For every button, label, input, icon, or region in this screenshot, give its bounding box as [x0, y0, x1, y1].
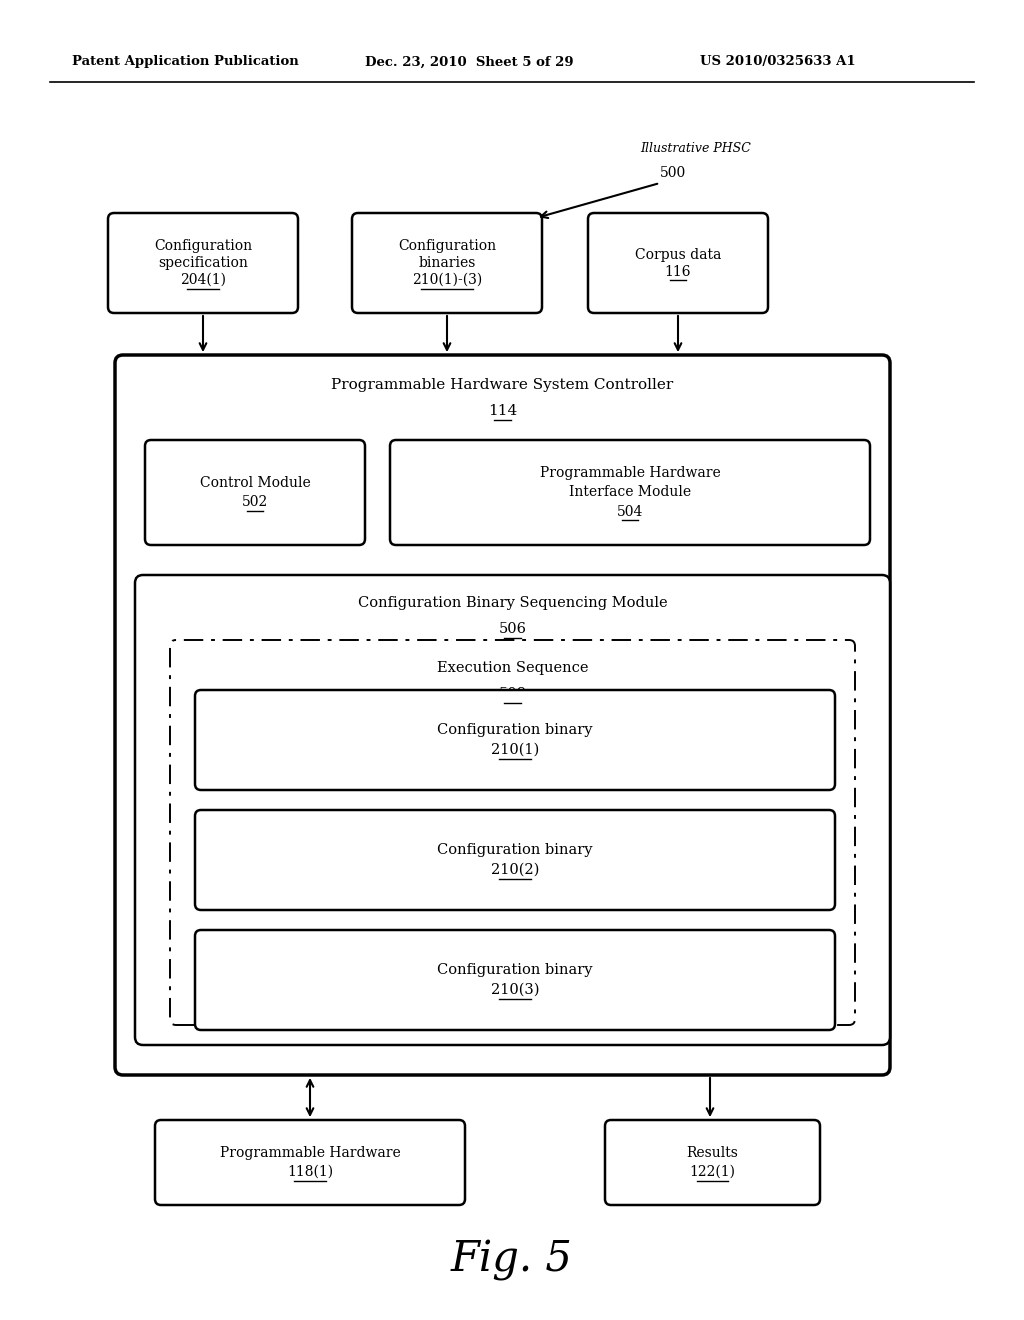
FancyBboxPatch shape: [115, 355, 890, 1074]
Text: 210(1)-(3): 210(1)-(3): [412, 273, 482, 286]
Text: Configuration: Configuration: [398, 239, 496, 253]
Text: Programmable Hardware: Programmable Hardware: [540, 466, 720, 480]
Text: 118(1): 118(1): [287, 1166, 333, 1179]
Text: Configuration Binary Sequencing Module: Configuration Binary Sequencing Module: [357, 597, 668, 610]
Text: 122(1): 122(1): [689, 1166, 735, 1179]
FancyBboxPatch shape: [352, 213, 542, 313]
FancyBboxPatch shape: [390, 440, 870, 545]
Text: 116: 116: [665, 264, 691, 279]
Text: 500: 500: [660, 166, 686, 180]
Text: Configuration binary: Configuration binary: [437, 964, 593, 977]
Text: 210(3): 210(3): [490, 983, 540, 997]
Text: 504: 504: [616, 504, 643, 519]
Text: Results: Results: [686, 1146, 738, 1160]
Text: Corpus data: Corpus data: [635, 248, 721, 261]
Text: Patent Application Publication: Patent Application Publication: [72, 55, 299, 69]
Text: 204(1): 204(1): [180, 273, 226, 286]
Text: Control Module: Control Module: [200, 477, 310, 490]
FancyBboxPatch shape: [195, 810, 835, 909]
Text: Execution Sequence: Execution Sequence: [437, 661, 588, 675]
Text: 210(1): 210(1): [490, 743, 539, 756]
Text: Configuration binary: Configuration binary: [437, 843, 593, 857]
Text: 114: 114: [487, 404, 517, 418]
FancyBboxPatch shape: [170, 640, 855, 1026]
Text: US 2010/0325633 A1: US 2010/0325633 A1: [700, 55, 856, 69]
FancyBboxPatch shape: [145, 440, 365, 545]
FancyBboxPatch shape: [588, 213, 768, 313]
Text: Programmable Hardware: Programmable Hardware: [219, 1146, 400, 1160]
Text: specification: specification: [158, 256, 248, 271]
Text: Illustrative PHSC: Illustrative PHSC: [640, 141, 751, 154]
FancyBboxPatch shape: [135, 576, 890, 1045]
Text: 508: 508: [499, 686, 526, 701]
Text: binaries: binaries: [419, 256, 476, 271]
FancyBboxPatch shape: [605, 1119, 820, 1205]
Text: Configuration: Configuration: [154, 239, 252, 253]
Text: Programmable Hardware System Controller: Programmable Hardware System Controller: [332, 378, 674, 392]
FancyBboxPatch shape: [195, 931, 835, 1030]
FancyBboxPatch shape: [155, 1119, 465, 1205]
FancyBboxPatch shape: [108, 213, 298, 313]
Text: Fig. 5: Fig. 5: [451, 1239, 573, 1280]
FancyBboxPatch shape: [195, 690, 835, 789]
Text: 502: 502: [242, 495, 268, 510]
Text: Dec. 23, 2010  Sheet 5 of 29: Dec. 23, 2010 Sheet 5 of 29: [365, 55, 573, 69]
Text: 210(2): 210(2): [490, 863, 540, 876]
Text: 506: 506: [499, 622, 526, 636]
Text: Interface Module: Interface Module: [569, 486, 691, 499]
Text: Configuration binary: Configuration binary: [437, 723, 593, 737]
